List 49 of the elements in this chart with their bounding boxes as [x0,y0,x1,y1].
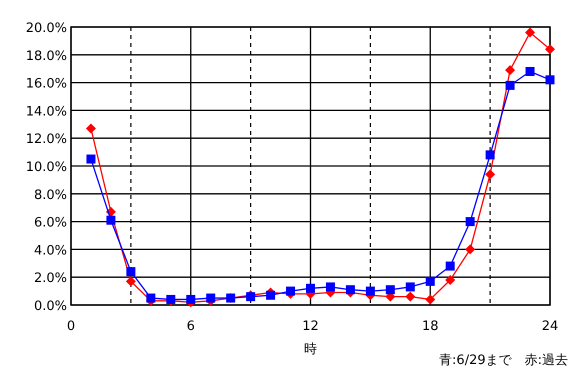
text: 青:6/29まで 赤:過去 [439,353,568,368]
point [126,276,136,286]
point [546,75,554,84]
point [106,216,116,225]
y-tick-label: 14.0% [26,104,67,120]
point [445,274,456,285]
point [306,284,315,293]
x-tick-label: 12 [302,319,319,334]
point [465,244,476,254]
y-tick-label: 10.0% [26,160,67,175]
point [286,286,296,296]
x-tick-label: 6 [186,319,195,334]
point [425,294,436,304]
point [405,292,416,302]
y-tick-label: 8.0% [34,188,67,203]
point [486,150,495,160]
point [505,65,516,76]
point [386,285,395,294]
point [466,217,475,226]
point [346,285,355,294]
point [126,267,136,276]
point [86,154,96,164]
y-tick-label: 12.0% [26,132,67,148]
point [446,262,455,271]
point [366,286,375,296]
point [506,80,515,90]
x-axis-title: 時 [304,342,317,357]
point [326,282,335,292]
y-tick-label: 2.0% [34,271,67,286]
y-tick-label: 18.0% [26,48,67,64]
point [146,294,156,303]
y-tick-label: 6.0% [34,216,67,231]
point [485,169,496,180]
point [545,44,555,54]
point [266,290,276,300]
y-tick-label: 4.0% [34,243,67,258]
point [406,282,415,292]
point [525,28,536,38]
point [206,294,216,303]
point [426,276,435,286]
point [526,66,535,76]
y-tick-label: 0.0% [34,299,67,314]
y-tick-label: 16.0% [26,76,67,92]
point [186,294,196,304]
x-tick-label: 0 [66,319,76,334]
y-tick-label: 20.0% [26,21,67,36]
x-tick-label: 24 [542,319,558,334]
x-tick-label: 18 [422,319,439,334]
point [86,123,96,134]
